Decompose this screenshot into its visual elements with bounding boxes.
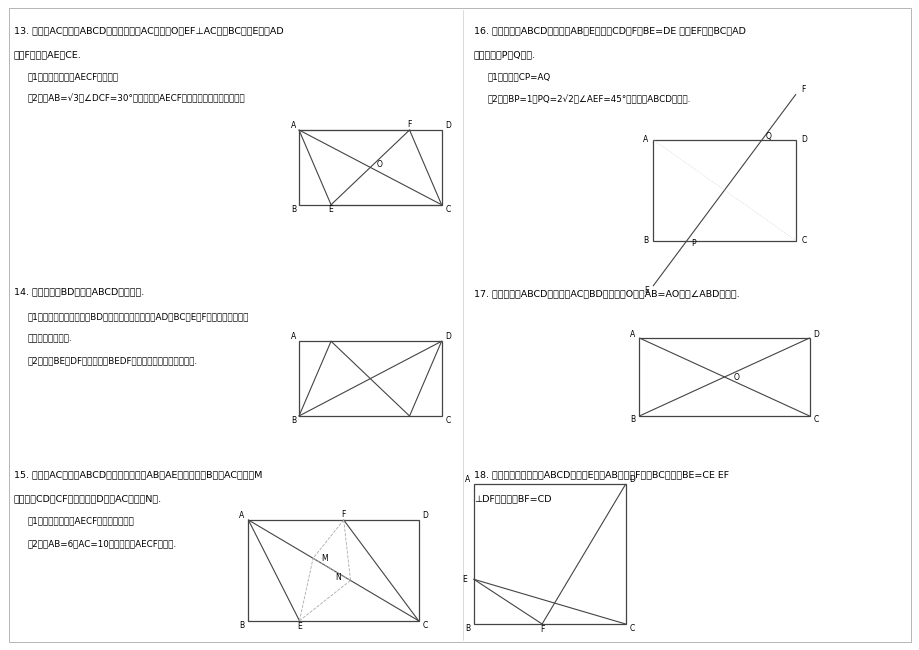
Text: C: C <box>800 236 806 245</box>
Text: Q: Q <box>765 132 770 141</box>
Text: O: O <box>732 372 739 382</box>
Text: E: E <box>643 286 649 295</box>
Text: D: D <box>800 135 806 144</box>
Text: M: M <box>321 554 327 563</box>
Text: （1）求证：四边形AECF是菱形；: （1）求证：四边形AECF是菱形； <box>28 73 119 82</box>
Text: A: A <box>642 135 648 144</box>
Text: 16. 如图，矩形ABCD中，延长AB至E，延长CD至F，BE=DE 连接EF，与BC、AD: 16. 如图，矩形ABCD中，延长AB至E，延长CD至F，BE=DE 连接EF，… <box>473 26 745 35</box>
Text: 13. 如图，AC是矩形ABCD的对角线，过AC的中点O作EF⊥AC，交BC于点E，交AD: 13. 如图，AC是矩形ABCD的对角线，过AC的中点O作EF⊥AC，交BC于点… <box>14 26 283 35</box>
Text: D: D <box>445 332 450 341</box>
Text: E: E <box>461 575 467 584</box>
Text: N: N <box>335 573 340 582</box>
Text: （2）若BP=1，PQ=2√2，∠AEF=45°，求矩形ABCD的面积.: （2）若BP=1，PQ=2√2，∠AEF=45°，求矩形ABCD的面积. <box>487 95 690 104</box>
Text: （1）求证：四边形AECF是平行四边形；: （1）求证：四边形AECF是平行四边形； <box>28 517 134 526</box>
Text: （2）若AB=√3，∠DCF=30°，求四边形AECF的面积．（结果保留根号）: （2）若AB=√3，∠DCF=30°，求四边形AECF的面积．（结果保留根号） <box>28 94 245 103</box>
Text: B: B <box>290 416 296 425</box>
Text: 处，将边CD沿CF折叠，使点D落在AC上的点N处.: 处，将边CD沿CF折叠，使点D落在AC上的点N处. <box>14 495 162 504</box>
Text: A: A <box>290 332 296 341</box>
Text: C: C <box>445 416 450 425</box>
Text: E: E <box>328 205 333 214</box>
Text: C: C <box>422 621 427 630</box>
Text: F: F <box>341 510 346 519</box>
Text: B: B <box>642 236 648 245</box>
Text: 17. 如图，矩形ABCD的对角线AC、BD相交于点O，若AB=AO，求∠ABD的度数.: 17. 如图，矩形ABCD的对角线AC、BD相交于点O，若AB=AO，求∠ABD… <box>473 289 739 298</box>
Text: F: F <box>407 120 412 129</box>
Text: 18. 已知：如图，在矩形ABCD中，点E在边AB上，点F在边BC上，且BE=CE EF: 18. 已知：如图，在矩形ABCD中，点E在边AB上，点F在边BC上，且BE=C… <box>473 470 728 479</box>
Text: 于点F，连接AE、CE.: 于点F，连接AE、CE. <box>14 51 82 60</box>
Text: D: D <box>812 330 818 339</box>
Text: 分别相交于P、Q两点.: 分别相交于P、Q两点. <box>473 51 536 60</box>
Text: （1）用直尺和圆规作线段BD的垂直平分线，分别交AD、BC于E、F（保留作图痕迹，: （1）用直尺和圆规作线段BD的垂直平分线，分别交AD、BC于E、F（保留作图痕迹… <box>28 312 249 321</box>
Text: A: A <box>239 511 244 520</box>
Text: B: B <box>464 624 470 633</box>
Text: A: A <box>464 475 470 484</box>
Text: C: C <box>812 415 818 424</box>
Text: F: F <box>539 625 544 634</box>
Text: E: E <box>297 622 301 631</box>
Text: F: F <box>800 85 804 94</box>
Text: C: C <box>445 205 450 214</box>
Text: （2）连结BE、DF，问四边形BEDF是什么四边形？请说明理由.: （2）连结BE、DF，问四边形BEDF是什么四边形？请说明理由. <box>28 356 198 365</box>
Text: D: D <box>445 121 450 130</box>
Text: A: A <box>290 121 296 130</box>
Text: ⊥DF，求证：BF=CD: ⊥DF，求证：BF=CD <box>473 495 550 504</box>
Text: C: C <box>629 624 634 633</box>
Text: D: D <box>422 511 427 520</box>
Text: P: P <box>690 239 695 248</box>
Text: 不写作法和证明）.: 不写作法和证明）. <box>28 334 73 343</box>
Text: （1）求证：CP=AQ: （1）求证：CP=AQ <box>487 73 550 82</box>
Text: 14. 如图，已知BD是矩形ABCD的对角线.: 14. 如图，已知BD是矩形ABCD的对角线. <box>14 287 144 296</box>
Text: A: A <box>630 330 635 339</box>
Text: （2）若AB=6，AC=10，求四边形AECF的面积.: （2）若AB=6，AC=10，求四边形AECF的面积. <box>28 539 176 548</box>
Text: D: D <box>629 475 634 484</box>
Text: 15. 如图，AC为矩形ABCD的对角线，将边AB沿AE折叠，使点B落在AC上的点M: 15. 如图，AC为矩形ABCD的对角线，将边AB沿AE折叠，使点B落在AC上的… <box>14 470 262 479</box>
Text: O: O <box>376 161 382 169</box>
Text: B: B <box>290 205 296 214</box>
Text: B: B <box>630 415 635 424</box>
Text: B: B <box>239 621 244 630</box>
